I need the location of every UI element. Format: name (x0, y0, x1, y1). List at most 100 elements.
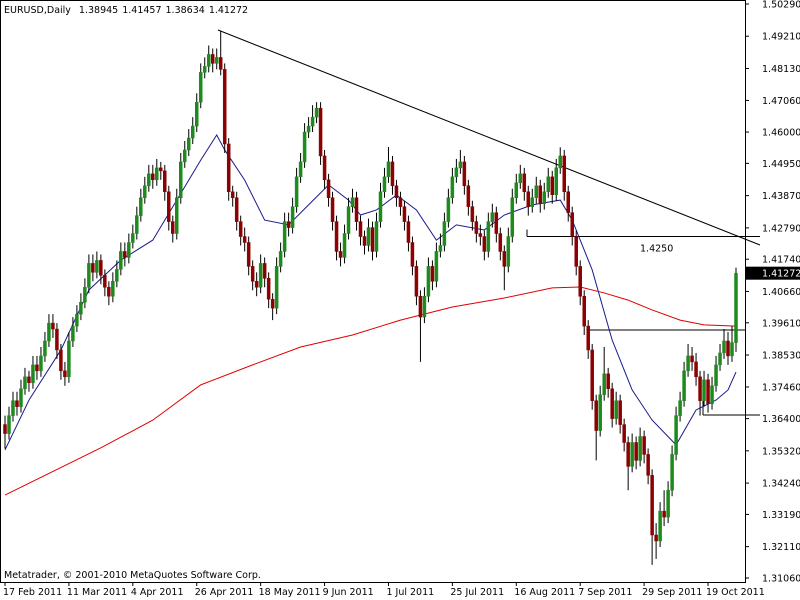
candle-body (167, 191, 171, 222)
candle-body (382, 176, 387, 193)
current-price-tag (746, 266, 800, 280)
x-tick-label: 7 Sep 2011 (578, 587, 632, 598)
candle-body (406, 221, 411, 243)
candle-body (210, 54, 215, 64)
candle-body (602, 373, 606, 395)
candle-body (518, 173, 523, 184)
x-tick-label: 29 Sep 2011 (642, 587, 702, 598)
candle-body (91, 263, 95, 273)
y-tick-label: 1.44950 (762, 159, 800, 170)
y-tick-label: 1.46000 (762, 128, 800, 139)
candle-body (322, 155, 327, 181)
candle-body (618, 400, 622, 425)
candle-body (510, 197, 515, 237)
candle-body (614, 400, 618, 419)
candle-body (462, 161, 467, 187)
candle-body (75, 313, 79, 327)
candle-body (666, 489, 670, 518)
candle-body (374, 221, 379, 252)
candle-body (115, 269, 119, 282)
candle-body (202, 66, 207, 73)
chart-title: EURUSD,Daily (4, 5, 71, 16)
candle-body (294, 176, 299, 207)
candle-body (350, 197, 355, 207)
candle-body (506, 236, 511, 267)
x-tick-label: 25 Jul 2011 (450, 587, 504, 598)
candle-body (414, 266, 419, 297)
candle-body (31, 364, 35, 384)
candle-body (67, 340, 71, 378)
footer: Metatrader, © 2001-2010 MetaQuotes Softw… (4, 570, 261, 581)
candle-body (87, 263, 91, 288)
y-tick-label: 1.41740 (762, 255, 800, 266)
candle-body (542, 191, 547, 204)
candle-body (598, 394, 602, 431)
candle-body (298, 161, 303, 178)
x-tick-label: 16 Aug 2011 (514, 587, 575, 598)
header-ohlc-value: 1.41457 (122, 5, 161, 16)
candle-body (610, 388, 614, 419)
candle-body (498, 233, 503, 252)
candle-body (99, 260, 103, 276)
candle-body (538, 185, 543, 204)
candle-body (726, 340, 730, 357)
candle-body (302, 131, 307, 163)
candle-body (254, 281, 259, 288)
y-tick-label: 1.40660 (762, 287, 800, 298)
y-tick-label: 1.32110 (762, 542, 800, 553)
candle-body (490, 212, 495, 222)
x-tick-label: 4 Apr 2011 (131, 587, 184, 598)
candle-body (514, 182, 519, 198)
candle-body (218, 57, 223, 70)
candle-body (79, 301, 83, 315)
moving-average-line (4, 134, 737, 451)
x-tick-label: 17 Feb 2011 (3, 587, 62, 598)
candle-body (143, 185, 147, 198)
candle-body (402, 206, 407, 222)
candle-body (694, 361, 698, 378)
candle-body (734, 272, 738, 343)
candle-body (710, 385, 714, 404)
candle-body (151, 173, 155, 181)
candle-body (250, 266, 255, 282)
candle-body (606, 373, 610, 390)
candle-body (39, 355, 43, 372)
candle-body (522, 173, 527, 193)
candle-body (526, 191, 531, 207)
candle-body (590, 349, 594, 401)
candle-body (35, 364, 39, 372)
candle-body (702, 379, 706, 401)
candle-body (626, 442, 630, 467)
candle-body (194, 101, 199, 127)
y-tick-label: 1.31060 (762, 574, 800, 585)
candle-body (330, 197, 335, 222)
candle-body (562, 155, 566, 193)
candle-body (706, 379, 710, 404)
candle-body (554, 167, 558, 195)
x-tick-label: 19 Oct 2011 (706, 587, 765, 598)
candle-body (582, 295, 586, 327)
candle-body (83, 287, 87, 303)
candle-body (650, 475, 654, 536)
level-label: 1.4250 (640, 244, 673, 255)
candle-body (642, 436, 646, 455)
candle-body (147, 173, 151, 187)
candle-body (95, 260, 99, 273)
candle-body (698, 376, 702, 401)
candle-body (206, 54, 211, 67)
candle-body (47, 322, 51, 342)
candle-body (574, 236, 578, 267)
y-tick-label: 1.33190 (762, 510, 800, 521)
candle-body (338, 251, 343, 258)
candle-body (3, 424, 7, 434)
candle-body (186, 137, 191, 151)
candle-body (458, 161, 463, 169)
candle-body (718, 352, 722, 366)
candle-body (502, 251, 507, 267)
candle-body (103, 275, 107, 288)
candle-body (594, 400, 598, 431)
candle-body (386, 161, 391, 178)
candle-body (183, 149, 187, 163)
